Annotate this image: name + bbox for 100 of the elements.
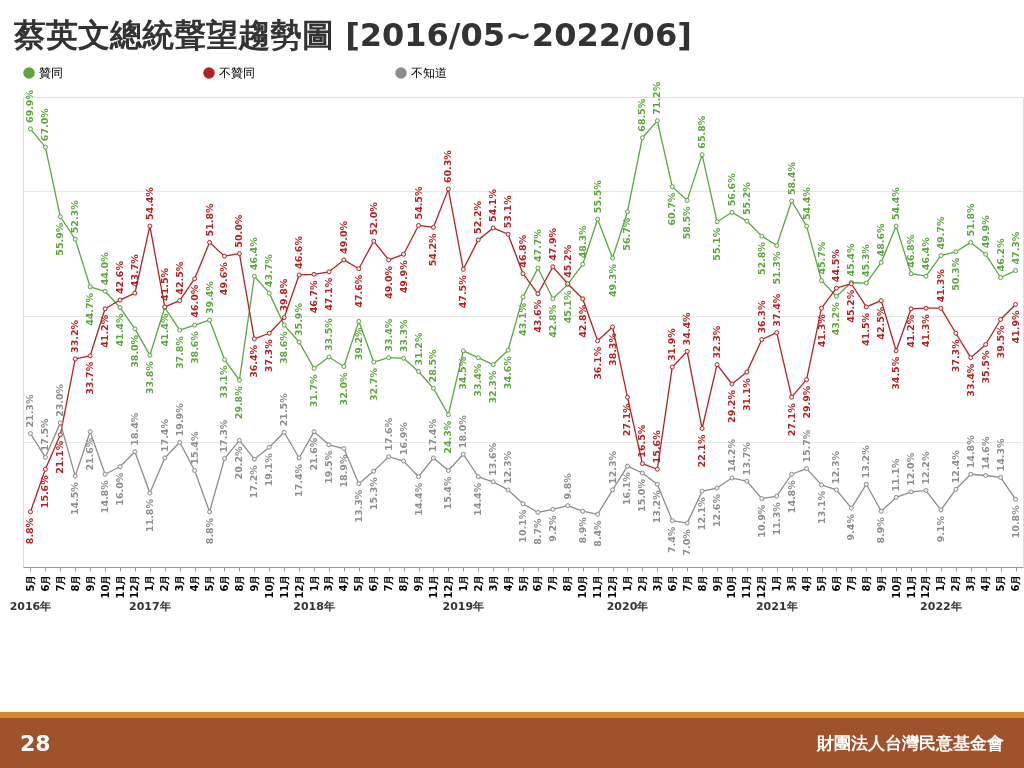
data-label: 51.3% <box>770 251 782 285</box>
data-label: 17.6% <box>382 417 394 451</box>
data-label: 50.0% <box>233 214 245 248</box>
data-label: 9.4% <box>845 513 857 541</box>
data-label: 8.9% <box>576 516 588 544</box>
data-label: 19.9% <box>173 402 185 437</box>
data-label: 34.6% <box>502 355 514 390</box>
data-label: 11.8% <box>143 498 155 533</box>
data-label: 47.6% <box>352 274 364 308</box>
data-label: 46.8% <box>905 234 917 268</box>
data-label: 31.9% <box>666 327 678 362</box>
data-label: 17.3% <box>218 419 230 453</box>
data-label: 43.2% <box>830 301 842 336</box>
data-label: 17.4% <box>427 418 439 452</box>
data-label: 16.9% <box>397 421 409 456</box>
data-label: 13.6% <box>487 442 499 476</box>
x-tick-label: 11月 <box>741 574 753 599</box>
x-tick-label: 5月 <box>816 574 828 592</box>
x-tick-label: 6月 <box>218 574 230 592</box>
x-tick-label: 3月 <box>174 574 186 592</box>
data-label: 31.1% <box>740 377 752 412</box>
data-label: 49.7% <box>934 216 946 250</box>
data-label: 41.9% <box>1009 309 1021 344</box>
x-tick-label: 4月 <box>801 574 813 592</box>
data-label: 45.3% <box>860 243 872 278</box>
data-label: 14.8% <box>99 479 111 514</box>
x-tick-label: 7月 <box>383 574 395 592</box>
data-label: 18.4% <box>128 412 140 446</box>
data-label: 39.8% <box>278 278 290 312</box>
data-label: 14.8% <box>964 434 976 469</box>
data-label: 28.5% <box>427 348 439 383</box>
data-label: 55.1% <box>711 227 723 261</box>
data-label: 60.7% <box>666 192 678 226</box>
data-label: 17.5% <box>39 417 51 452</box>
x-tick-label: 1月 <box>308 574 320 592</box>
data-label: 54.4% <box>800 186 812 221</box>
data-label: 69.9% <box>24 89 36 123</box>
data-label: 17.2% <box>248 464 260 499</box>
x-tick-label: 1月 <box>621 574 633 592</box>
data-label: 45.2% <box>561 244 573 278</box>
x-tick-label: 11月 <box>278 574 290 599</box>
data-label: 41.3% <box>919 313 931 348</box>
text: 2016年 <box>9 600 52 613</box>
data-label: 8.4% <box>591 519 603 547</box>
data-label: 18.0% <box>457 414 469 449</box>
data-label: 37.8% <box>173 335 185 370</box>
data-label: 47.9% <box>546 227 558 261</box>
data-label: 58.4% <box>785 161 797 196</box>
data-label: 9.2% <box>546 514 558 542</box>
data-label: 29.9% <box>800 385 812 419</box>
x-tick-label: 4月 <box>502 574 514 592</box>
data-label: 14.4% <box>412 482 424 516</box>
data-label: 54.4% <box>890 186 902 221</box>
data-label: 60.3% <box>442 149 454 184</box>
data-label: 14.3% <box>994 437 1006 472</box>
data-label: 41.5% <box>158 267 170 301</box>
data-label: 10.8% <box>1009 504 1021 539</box>
data-label: 46.8% <box>517 234 528 268</box>
x-tick-label: 5月 <box>204 574 216 592</box>
data-label: 45.1% <box>561 289 573 324</box>
x-tick-label: 12月 <box>293 574 305 599</box>
x-tick-label: 10月 <box>577 574 589 599</box>
data-label: 39.5% <box>994 325 1006 359</box>
data-label: 53.1% <box>502 194 514 229</box>
data-label: 13.7% <box>740 441 752 476</box>
x-tick-label: 6月 <box>368 574 380 592</box>
data-label: 47.1% <box>322 277 334 311</box>
data-label: 44.7% <box>84 292 96 326</box>
data-label: 32.3% <box>711 325 723 359</box>
text: 2018年 <box>293 600 335 613</box>
data-label: 13.3% <box>352 489 364 523</box>
x-tick-label: 6月 <box>666 574 678 592</box>
data-label: 12.0% <box>905 452 917 486</box>
data-label: 27.1% <box>621 402 633 437</box>
data-label: 49.9% <box>979 214 991 249</box>
data-label: 15.6% <box>651 429 663 464</box>
text: 財團法人台灣民意基金會 <box>817 731 1004 755</box>
data-label: 33.7% <box>84 361 96 395</box>
data-label: 41.4% <box>114 313 126 347</box>
x-tick-label: 5月 <box>517 574 529 592</box>
data-label: 45.4% <box>845 243 857 277</box>
data-label: 38.6% <box>188 330 200 365</box>
data-label: 65.8% <box>696 115 708 149</box>
data-label: 9.1% <box>934 515 946 543</box>
data-label: 42.6% <box>114 260 126 295</box>
data-label: 43.7% <box>128 253 140 288</box>
data-label: 71.2% <box>651 81 663 115</box>
x-tick-label: 10月 <box>263 574 275 599</box>
data-label: 16.5% <box>636 424 648 458</box>
x-tick-label: 4月 <box>980 574 992 592</box>
data-label: 39.4% <box>203 280 215 315</box>
data-label: 48.6% <box>875 223 887 257</box>
data-label: 49.0% <box>337 220 349 254</box>
x-tick-label: 10月 <box>99 574 111 599</box>
x-tick-label: 6月 <box>830 574 842 592</box>
data-label: 17.4% <box>293 463 305 497</box>
data-label: 15.4% <box>442 476 454 510</box>
data-label: 44.0% <box>99 251 111 286</box>
data-label: 47.5% <box>457 274 469 309</box>
data-label: 35.9% <box>293 302 305 337</box>
